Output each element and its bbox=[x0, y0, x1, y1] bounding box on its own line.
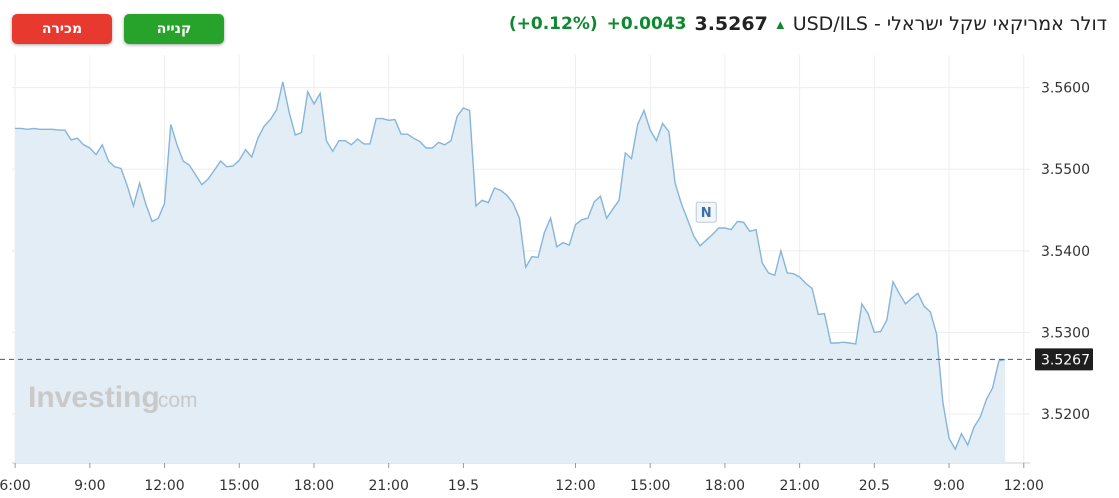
x-tick-label: 9:00 bbox=[74, 478, 105, 494]
price-area-fill bbox=[15, 81, 1006, 464]
price-line bbox=[15, 81, 1006, 451]
news-marker[interactable]: N bbox=[695, 201, 717, 223]
y-tick-label: 3.5600 bbox=[1041, 81, 1090, 97]
watermark-brand: Investing bbox=[28, 381, 160, 414]
x-tick-label: 15:00 bbox=[630, 478, 670, 494]
change-value: +0.0043 bbox=[606, 14, 687, 34]
instrument-title: USD/ILS - דולר אמריקאי שקל ישראלי bbox=[792, 13, 1107, 35]
y-tick-label: 3.5300 bbox=[1041, 325, 1090, 341]
x-tick-label: 21:00 bbox=[779, 478, 819, 494]
change-percent: (+0.12%) bbox=[508, 14, 598, 34]
x-axis: 6:00 9:00 12:00 15:00 18:00 21:00 19.5 12:00 15:… bbox=[0, 463, 1044, 494]
current-price-label: 3.5267 bbox=[1035, 348, 1093, 371]
buy-button[interactable]: קנייה bbox=[124, 14, 224, 44]
up-arrow-icon: ▲ bbox=[773, 16, 787, 32]
x-tick-label: 20.5 bbox=[859, 478, 890, 494]
y-tick-label: 3.5200 bbox=[1041, 407, 1090, 423]
svg-text:N: N bbox=[701, 206, 712, 221]
watermark-suffix: .com bbox=[152, 389, 198, 412]
x-tick-label: 12:00 bbox=[555, 478, 595, 494]
x-tick-label: 18:00 bbox=[294, 478, 334, 494]
current-price: 3.5267 bbox=[694, 13, 768, 35]
x-tick-label: 12:00 bbox=[144, 478, 184, 494]
investing-watermark: Investing .com bbox=[28, 381, 198, 414]
y-tick-label: 3.5500 bbox=[1041, 162, 1090, 178]
instrument-header: (+0.12%) +0.0043 3.5267 ▲ USD/ILS - דולר… bbox=[509, 10, 1107, 38]
sell-button[interactable]: מכירה bbox=[12, 14, 112, 44]
x-tick-label: 21:00 bbox=[369, 478, 409, 494]
x-tick-label: 19.5 bbox=[448, 478, 479, 494]
x-tick-label: 6:00 bbox=[0, 478, 31, 494]
x-tick-label: 12:00 bbox=[1004, 478, 1044, 494]
x-tick-label: 18:00 bbox=[705, 478, 745, 494]
svg-text:3.5267: 3.5267 bbox=[1041, 352, 1090, 368]
y-tick-label: 3.5400 bbox=[1041, 244, 1090, 260]
x-tick-label: 9:00 bbox=[933, 478, 964, 494]
y-axis: 3.5200 3.5300 3.5400 3.5500 3.5600 bbox=[1041, 81, 1090, 423]
x-tick-label: 15:00 bbox=[219, 478, 259, 494]
